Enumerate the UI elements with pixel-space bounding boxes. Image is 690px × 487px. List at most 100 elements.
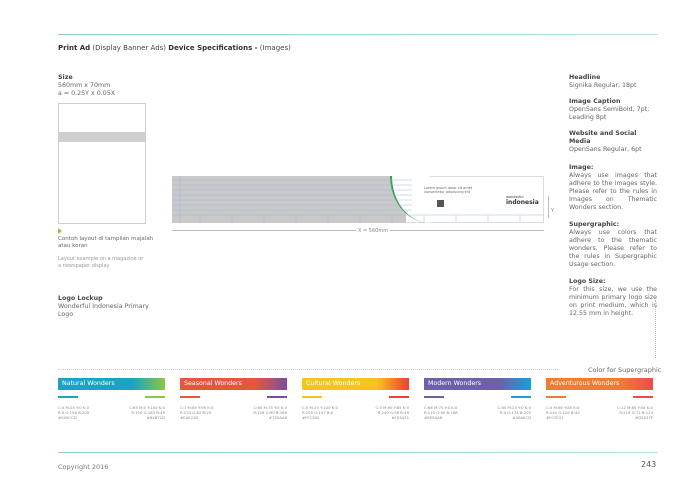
color-code-line: C:60 M:75 Y:0 K:0 [253,405,287,410]
title-bold-1: Print Ad [58,44,91,52]
wonderful-indonesia-logo: wonderful indonesia [506,195,539,206]
color-code-line: #009CCD [58,415,77,420]
color-code-line: C:80 M:25 Y:0 K:0 [497,405,531,410]
spec-image-heading: Image: [569,164,594,171]
spec-supergraphic-heading: Supergraphic: [569,221,620,228]
swatch-accent-primary [424,396,444,398]
spec-caption-heading: Image Caption [569,98,621,105]
color-code-line: C:0 M:90 Y:85 K:0 [375,405,409,410]
color-code-line: C:0 M:25 Y:0 K:0 [58,405,90,410]
spec-caption-value2: Leading 8pt [569,114,607,121]
color-code-line: R:0 G:174 B:205 [499,410,531,415]
page-title: Print Ad (Display Banner Ads) Device Spe… [58,44,291,52]
swatch-accent-secondary [389,396,409,398]
spec-headline-heading: Headline [569,74,601,81]
logo-line2: indonesia [506,199,539,206]
spec-caption-value1: OpenSans SemiBold, 7pt; [569,106,650,113]
color-code-secondary: C:60 M:75 Y:0 K:0 R:126 G:90 B:166 #7E5AA6 [242,405,287,420]
swatch-accent-secondary [145,396,165,398]
color-code-line: R:240 G:58 B:49 [377,410,409,415]
color-code-primary: C:0 M:60 Y:85 K:0 R:240 G:126 B:49 #F07E31 [546,405,580,420]
color-code-line: R:255 G:197 B:0 [302,410,334,415]
spec-headline-value: Signika Regular, 18pt [569,82,637,89]
swatch-accent-secondary [511,396,531,398]
color-code-line: R:126 G:90 B:166 [253,410,287,415]
layout-example-id-1: Contoh layout di tampilan majalah [58,236,154,242]
swatch-accent-primary [546,396,566,398]
color-code-line: C:66 M:75 Y:0 K:0 [424,405,458,410]
swatch-cultural-wonders: Cultural Wonders [302,378,409,390]
size-line2: a = 0.25Y x 0.05X [58,90,116,97]
banner-headline-text: Lorem ipsum dolor sit amet consectetur a… [424,186,472,194]
color-code-line: #D5537F [635,415,653,420]
spec-website-heading1: Website and Social [569,130,637,137]
color-code-primary: C:0 M:25 Y:0 K:0 R:0 G:156 B:205 #009CCD [58,405,89,420]
title-normal-2: (Images) [257,44,291,52]
logo-lockup-line2: Logo [58,311,74,318]
banner-text-line1: Lorem ipsum dolor sit amet [424,186,473,190]
logo-lockup-heading: Logo Lockup [58,295,103,302]
color-code-line: R:216 G:72 B:124 [619,410,653,415]
spec-logo-heading: Logo Size: [569,278,606,285]
swatch-accent-primary [58,396,78,398]
spec-headline: Headline Signika Regular, 18pt [569,74,657,90]
color-code-line: R:234 G:82 B:29 [180,410,212,415]
triangle-bullet-icon [58,228,62,234]
spec-caption: Image Caption OpenSans SemiBold, 7pt; Le… [569,98,657,122]
color-code-line: R:0 G:156 B:205 [58,410,90,415]
spec-image-value: Always use images that adhere to the ima… [569,172,657,211]
spec-website-heading2: Media [569,138,591,145]
color-code-secondary: C:65 M:0 Y:100 K:0 R:100 G:183 B:45 #64B72… [120,405,165,420]
color-code-secondary: C:80 M:25 Y:0 K:0 R:0 G:174 B:205 #00AECD [486,405,531,420]
spec-website-value: OpenSans Regular, 6pt [569,146,642,153]
spec-logo-size: Logo Size: For this size, we use the min… [569,278,657,318]
layout-example-en-2: a newspaper display [58,263,110,269]
title-normal-1: (Display Banner Ads) [90,44,169,52]
color-code-line: R:240 G:126 B:49 [546,410,580,415]
color-code-secondary: C:0 M:90 Y:85 K:0 R:240 G:58 B:49 #F03A31 [364,405,409,420]
dotted-divider-horizontal [58,369,558,370]
color-code-line: R:110 G:90 B:168 [424,410,458,415]
swatch-accent-secondary [633,396,653,398]
swatch-accent-primary [180,396,200,398]
height-dimension-line [548,196,549,218]
swatch-seasonal-wonders: Seasonal Wonders [180,378,287,390]
swatch-accent-primary [302,396,322,398]
color-code-line: C:0 M:25 Y:100 K:0 [302,405,338,410]
banner-grid-lines [172,176,544,223]
spec-supergraphic: Supergraphic: Always use colors that adh… [569,221,657,269]
banner-placement-band [59,132,145,142]
color-code-line: #FFC500 [302,415,320,420]
layout-example-en-1: Layout example on a magazine or [58,256,144,262]
color-code-line: #64B72D [146,415,165,420]
height-dimension-label: Y [551,208,555,214]
swatch-accent-secondary [267,396,287,398]
spec-image: Image: Always use images that adhere to … [569,164,657,212]
color-code-line: C:0 M:60 Y:85 K:0 [546,405,580,410]
size-line1: 560mm x 70mm [58,82,111,89]
color-code-primary: C:66 M:75 Y:0 K:0 R:110 G:90 B:168 #6E5AA8 [424,405,458,420]
dotted-divider-vertical [655,300,656,358]
top-rule [58,34,658,35]
width-dimension-label: X = 560mm [356,228,391,234]
color-code-line: #6E5AA8 [424,415,443,420]
size-heading: Size [58,74,73,81]
spec-website: Website and Social Media OpenSans Regula… [569,130,657,154]
color-code-line: C:65 M:0 Y:100 K:0 [129,405,165,410]
magazine-layout-preview [58,103,146,224]
logo-line1: wonderful [506,195,524,199]
spec-supergraphic-value: Always use colors that adhere to the the… [569,229,657,268]
color-code-secondary: C:12 M:85 Y:54 K:0 R:216 G:72 B:124 #D5537… [608,405,653,420]
color-code-line: #F03A31 [391,415,409,420]
copyright: Copyright 2016 [58,463,109,471]
color-code-line: #EA521D [180,415,199,420]
color-code-line: #00AECD [512,415,531,420]
color-code-line: C:12 M:85 Y:54 K:0 [617,405,653,410]
banner-preview: Lorem ipsum dolor sit amet consectetur a… [172,176,544,223]
spec-logo-value: For this size, we use the minimum primar… [569,286,657,317]
color-code-line: #7E5AA6 [268,415,287,420]
layout-example-id-2: atau koran [58,243,88,249]
bottom-rule [58,452,658,453]
swatch-natural-wonders: Natural Wonders [58,378,165,390]
color-code-line: #F07E31 [546,415,564,420]
